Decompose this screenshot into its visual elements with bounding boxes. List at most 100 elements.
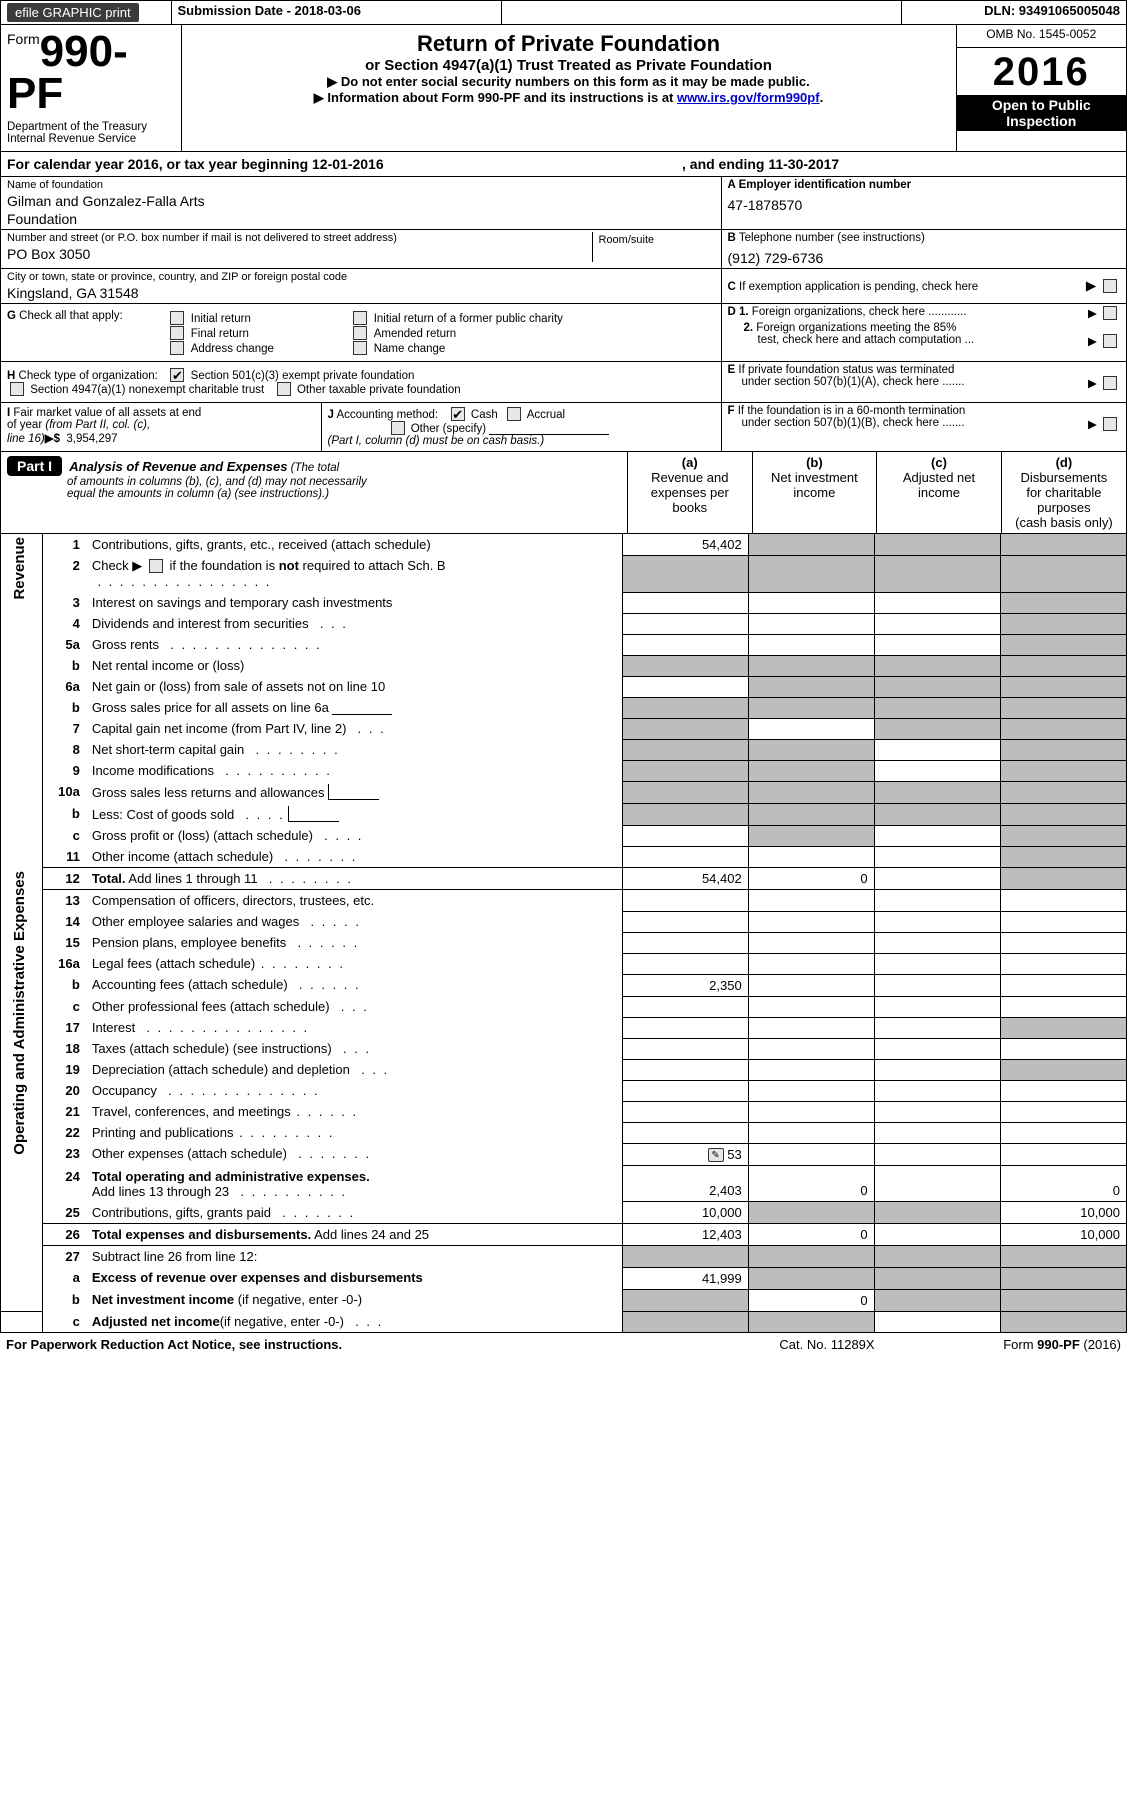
r24-b: 0	[748, 1166, 874, 1202]
r21-d	[1000, 1101, 1126, 1122]
r21-num: 21	[42, 1101, 86, 1122]
cb-d1[interactable]	[1103, 306, 1117, 320]
r5a-b	[748, 634, 874, 655]
r6b-blank[interactable]	[332, 703, 392, 715]
r16c-a	[622, 996, 748, 1017]
r4-num: 4	[42, 613, 86, 634]
year-cell: 2016 Open to Public Inspection	[956, 48, 1126, 151]
footer-right: Form 990-PF (2016)	[927, 1333, 1127, 1356]
addr-label: Number and street (or P.O. box number if…	[7, 232, 592, 244]
r20-c	[874, 1080, 1000, 1101]
r23-a: ✎ 53	[622, 1143, 748, 1166]
r15-num: 15	[42, 932, 86, 953]
form-prefix: Form	[7, 31, 40, 47]
r24-d: 0	[1000, 1166, 1126, 1202]
r21-c	[874, 1101, 1000, 1122]
r16b-num: b	[42, 974, 86, 996]
cb-other-method[interactable]	[391, 421, 405, 435]
other-specify-blank[interactable]	[489, 423, 609, 435]
r16a-b	[748, 953, 874, 974]
r10b-num: b	[42, 803, 86, 825]
r16c-c	[874, 996, 1000, 1017]
r7-num: 7	[42, 718, 86, 739]
efile-print-button[interactable]: efile GRAPHIC print	[7, 3, 139, 22]
r2-desc: Check ▶ if the foundation is not require…	[86, 555, 622, 592]
r14-d	[1000, 911, 1126, 932]
r5a-num: 5a	[42, 634, 86, 655]
r17-desc: Interest . . . . . . . . . . . . . . .	[86, 1017, 622, 1038]
irs-link[interactable]: www.irs.gov/form990pf	[677, 90, 820, 105]
cb-e[interactable]	[1103, 376, 1117, 390]
r2-b	[748, 555, 874, 592]
r16b-desc: Accounting fees (attach schedule) . . . …	[86, 974, 622, 996]
r22-num: 22	[42, 1122, 86, 1143]
cb-amended-return[interactable]	[353, 326, 367, 340]
cb-f[interactable]	[1103, 417, 1117, 431]
r26-c	[874, 1224, 1000, 1246]
cb-cash[interactable]	[451, 407, 465, 421]
calendar-year-row: For calendar year 2016, or tax year begi…	[1, 152, 1126, 177]
r22-d	[1000, 1122, 1126, 1143]
r13-desc: Compensation of officers, directors, tru…	[86, 890, 622, 912]
r12-c	[874, 868, 1000, 890]
g-d-block: G Check all that apply: Initial return I…	[1, 304, 1126, 362]
r1-num: 1	[42, 534, 86, 556]
footer-left: For Paperwork Reduction Act Notice, see …	[0, 1333, 727, 1356]
h-opt-1: Section 501(c)(3) exempt private foundat…	[191, 370, 415, 382]
r27c-a	[622, 1311, 748, 1332]
title-center: Return of Private Foundation or Section …	[181, 25, 956, 151]
r19-num: 19	[42, 1059, 86, 1080]
r24-desc: Total operating and administrative expen…	[86, 1166, 622, 1202]
g-letter: G	[7, 310, 16, 322]
cb-name-change[interactable]	[353, 341, 367, 355]
c-checkbox[interactable]	[1103, 279, 1117, 293]
r18-desc: Taxes (attach schedule) (see instruction…	[86, 1038, 622, 1059]
cb-final-return[interactable]	[170, 326, 184, 340]
r25-num: 25	[42, 1202, 86, 1224]
i-b2: (from Part II, col. (c),	[45, 419, 150, 431]
ein-label: A Employer identification number	[728, 179, 912, 191]
r26-desc: Total expenses and disbursements. Add li…	[86, 1224, 622, 1246]
cb-accrual[interactable]	[507, 407, 521, 421]
cb-sch-b[interactable]	[149, 559, 163, 573]
r1-a: 54,402	[622, 534, 748, 556]
r27-b	[748, 1246, 874, 1268]
r1-desc: Contributions, gifts, grants, etc., rece…	[86, 534, 622, 556]
city-cell: City or town, state or province, country…	[1, 268, 721, 303]
r10a-d	[1000, 781, 1126, 803]
r16b-a: 2,350	[622, 974, 748, 996]
cb-initial-former[interactable]	[353, 311, 367, 325]
d1-letter: D 1.	[728, 306, 749, 318]
dept-line-2: Internal Revenue Service	[7, 133, 175, 145]
cb-501c3[interactable]	[170, 368, 184, 382]
r15-a	[622, 932, 748, 953]
r4-d	[1000, 613, 1126, 634]
r27c-num: c	[42, 1311, 86, 1332]
col-a-hdr: (a)Revenue andexpenses perbooks	[627, 452, 752, 534]
r18-b	[748, 1038, 874, 1059]
room-label: Room/suite	[599, 234, 709, 246]
cb-initial-return[interactable]	[170, 311, 184, 325]
cb-other-taxable[interactable]	[277, 382, 291, 396]
cb-d2[interactable]	[1103, 334, 1117, 348]
r8-num: 8	[42, 739, 86, 760]
phone-label: Telephone number (see instructions)	[739, 232, 925, 244]
r5a-c	[874, 634, 1000, 655]
cb-4947a1[interactable]	[10, 382, 24, 396]
attach-icon[interactable]: ✎	[708, 1148, 724, 1162]
d2-letter: 2.	[744, 322, 754, 334]
r5a-desc: Gross rents . . . . . . . . . . . . . .	[86, 634, 622, 655]
r25-desc: Contributions, gifts, grants paid . . . …	[86, 1202, 622, 1224]
r19-c	[874, 1059, 1000, 1080]
r16a-a	[622, 953, 748, 974]
r10a-blank[interactable]	[329, 788, 379, 800]
foundation-name-1: Gilman and Gonzalez-Falla Arts	[7, 191, 715, 209]
r10b-blank[interactable]	[289, 810, 339, 822]
r24-a: 2,403	[622, 1166, 748, 1202]
r15-b	[748, 932, 874, 953]
r3-c	[874, 592, 1000, 613]
cb-address-change[interactable]	[170, 341, 184, 355]
col-b-hdr: (b)Net investmentincome	[752, 452, 877, 534]
r27-desc: Subtract line 26 from line 12:	[86, 1246, 622, 1268]
r8-a	[622, 739, 748, 760]
